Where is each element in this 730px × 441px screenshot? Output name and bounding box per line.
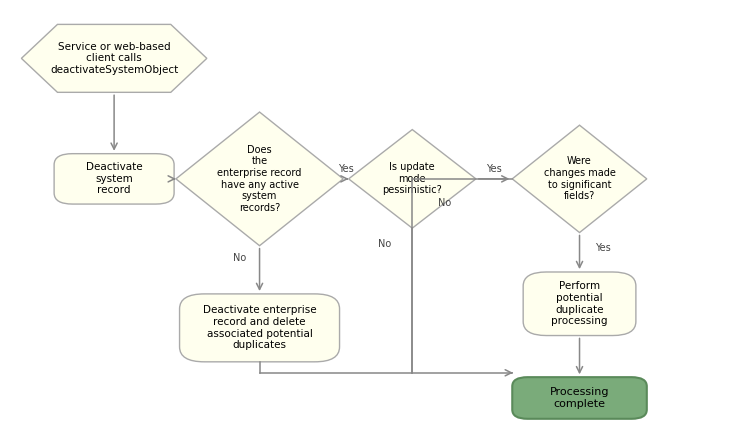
Text: Deactivate enterprise
record and delete
associated potential
duplicates: Deactivate enterprise record and delete … bbox=[203, 306, 316, 350]
FancyBboxPatch shape bbox=[512, 377, 647, 419]
FancyBboxPatch shape bbox=[54, 153, 174, 204]
Text: Yes: Yes bbox=[338, 164, 354, 174]
FancyBboxPatch shape bbox=[180, 294, 339, 362]
Text: Yes: Yes bbox=[595, 243, 611, 253]
Text: Deactivate
system
record: Deactivate system record bbox=[86, 162, 142, 195]
Text: Processing
complete: Processing complete bbox=[550, 387, 610, 409]
Text: Were
changes made
to significant
fields?: Were changes made to significant fields? bbox=[544, 157, 615, 201]
FancyBboxPatch shape bbox=[523, 272, 636, 336]
Text: Service or web-based
client calls
deactivateSystemObject: Service or web-based client calls deacti… bbox=[50, 42, 178, 75]
Polygon shape bbox=[512, 125, 647, 232]
Text: No: No bbox=[439, 198, 452, 208]
Polygon shape bbox=[349, 130, 476, 228]
Polygon shape bbox=[176, 112, 343, 246]
Polygon shape bbox=[21, 24, 207, 92]
Text: Perform
potential
duplicate
processing: Perform potential duplicate processing bbox=[551, 281, 608, 326]
Text: Does
the
enterprise record
have any active
system
records?: Does the enterprise record have any acti… bbox=[218, 145, 301, 213]
Text: Is update
mode
pessimistic?: Is update mode pessimistic? bbox=[383, 162, 442, 195]
Text: No: No bbox=[378, 239, 391, 249]
Text: No: No bbox=[233, 253, 246, 263]
Text: Yes: Yes bbox=[486, 164, 502, 174]
